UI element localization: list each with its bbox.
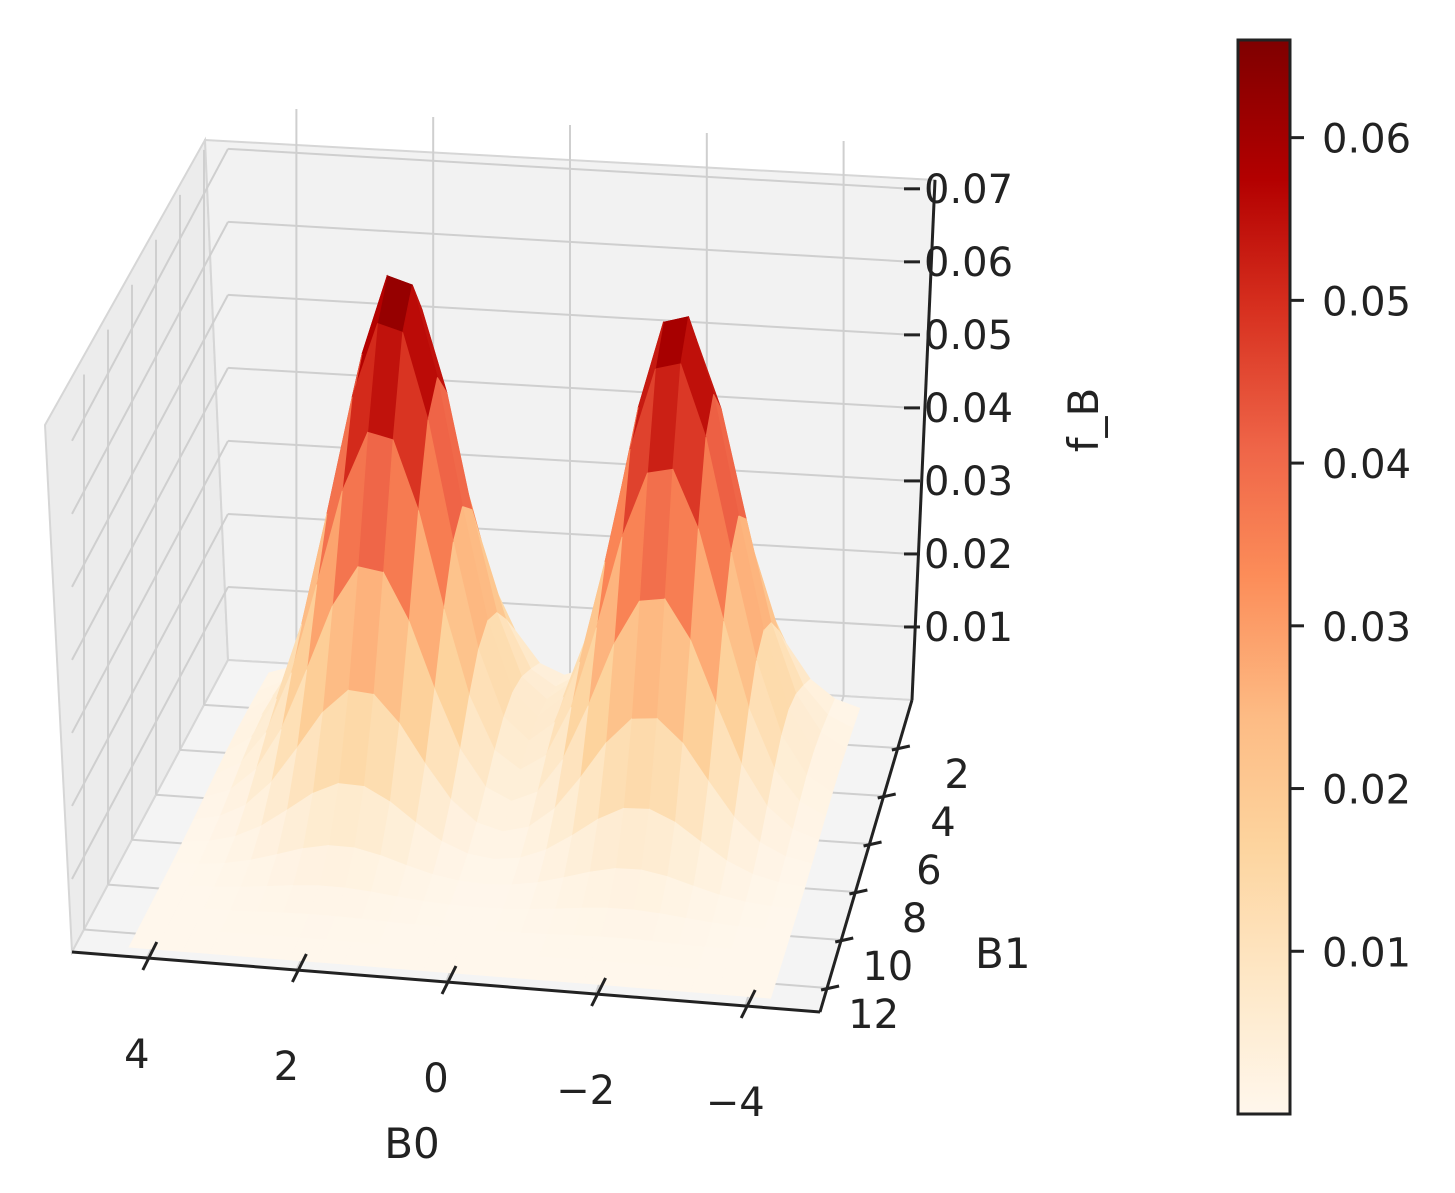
x-axis-label: B0 (384, 1119, 440, 1168)
x-tick-mark (440, 965, 458, 995)
y-tick-label: 2 (944, 752, 969, 798)
x-tick-mark (141, 941, 159, 971)
x-tick-label: −4 (706, 1080, 765, 1126)
x-ticks: 4 2 0 −2 −4 (124, 941, 765, 1126)
y-tick-label: 6 (916, 848, 941, 894)
colorbar-tick-label: 0.06 (1322, 117, 1411, 163)
z-tick-label: 0.03 (924, 459, 1013, 505)
y-tick-label: 4 (930, 800, 955, 846)
x-tick-label: 0 (423, 1056, 448, 1102)
z-axis-line (910, 179, 937, 701)
z-tick-label: 0.04 (924, 386, 1013, 432)
z-tick-label: 0.06 (924, 240, 1013, 286)
y-tick-mark (849, 888, 868, 896)
y-tick-mark (863, 840, 882, 848)
colorbar-tick-label: 0.01 (1322, 930, 1411, 976)
surface-facet (743, 973, 779, 999)
y-tick-label: 8 (902, 896, 927, 942)
colorbar-tick-label: 0.05 (1322, 279, 1411, 325)
y-tick-mark (834, 936, 854, 944)
z-tick-label: 0.05 (924, 313, 1013, 359)
z-tick-label: 0.01 (924, 605, 1013, 651)
colorbar-tick-label: 0.03 (1322, 605, 1411, 651)
x-tick-label: −2 (556, 1068, 615, 1114)
z-tick-label: 0.07 (924, 167, 1013, 213)
z-ticks: 0.01 0.02 0.03 0.04 0.05 0.06 0.07 (904, 167, 1013, 651)
x-tick-mark (590, 977, 607, 1007)
surface (128, 274, 861, 999)
z-tick-label: 0.02 (924, 532, 1013, 578)
colorbar-tick-label: 0.02 (1322, 768, 1411, 814)
x-tick-mark (739, 989, 757, 1019)
y-axis-label: B1 (975, 929, 1031, 978)
x-tick-mark (291, 953, 308, 983)
colorbar-tick-label: 0.04 (1322, 442, 1411, 488)
colorbar (1236, 38, 1292, 1116)
y-tick-mark (877, 792, 897, 800)
z-axis-label: f_B (1059, 388, 1108, 453)
y-tick-mark (820, 984, 840, 992)
y-axis-line (818, 699, 914, 1013)
surface-facet (449, 950, 486, 976)
x-tick-label: 4 (124, 1032, 149, 1078)
y-tick-label: 10 (862, 944, 913, 990)
y-tick-label: 12 (848, 992, 899, 1038)
y-tick-mark (891, 744, 911, 752)
colorbar-ticks: 0.01 0.02 0.03 0.04 0.05 0.06 (1290, 117, 1411, 976)
x-axis-line (71, 950, 821, 1014)
x-tick-label: 2 (274, 1044, 299, 1090)
